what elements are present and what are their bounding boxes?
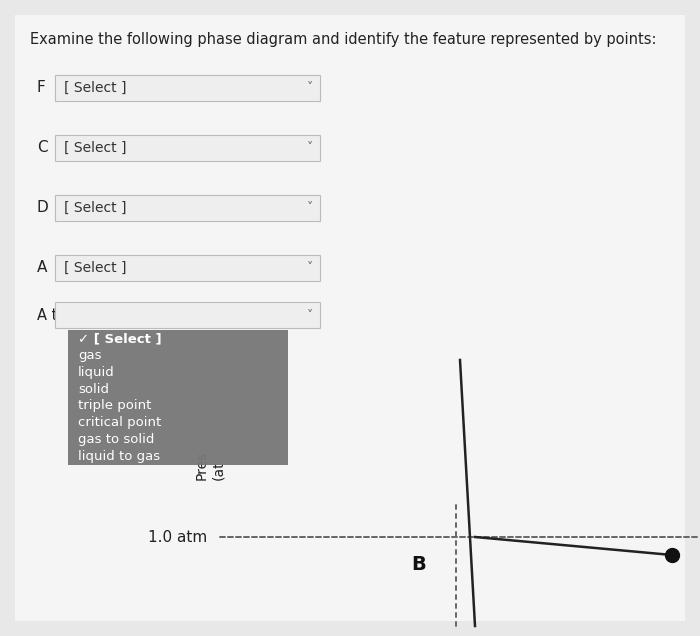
- FancyBboxPatch shape: [68, 330, 288, 465]
- FancyBboxPatch shape: [15, 15, 685, 621]
- Text: ˅: ˅: [307, 261, 313, 275]
- Text: C: C: [37, 141, 48, 155]
- Text: A: A: [37, 261, 48, 275]
- Text: [ Select ]: [ Select ]: [64, 201, 127, 215]
- Text: ˅: ˅: [307, 81, 313, 95]
- Text: [ Select ]: [ Select ]: [64, 261, 127, 275]
- FancyBboxPatch shape: [55, 75, 320, 101]
- FancyBboxPatch shape: [55, 255, 320, 281]
- Text: A to B: A to B: [37, 307, 80, 322]
- Text: (at: (at: [211, 460, 225, 480]
- Text: [ Select ]: [ Select ]: [64, 141, 127, 155]
- Text: liquid to gas: liquid to gas: [78, 450, 160, 463]
- Text: D: D: [37, 200, 49, 216]
- Text: F: F: [37, 81, 46, 95]
- Text: gas to solid: gas to solid: [78, 433, 155, 446]
- Text: 1.0 atm: 1.0 atm: [148, 530, 207, 544]
- Text: ✓ [ Select ]: ✓ [ Select ]: [78, 332, 162, 345]
- Text: liquid: liquid: [78, 366, 115, 378]
- FancyBboxPatch shape: [55, 195, 320, 221]
- FancyBboxPatch shape: [55, 302, 320, 328]
- Text: [ Select ]: [ Select ]: [64, 81, 127, 95]
- Text: solid: solid: [78, 383, 109, 396]
- Text: Examine the following phase diagram and identify the feature represented by poin: Examine the following phase diagram and …: [30, 32, 657, 47]
- Text: ˅: ˅: [307, 202, 313, 214]
- Text: ˅: ˅: [307, 308, 313, 322]
- FancyBboxPatch shape: [55, 135, 320, 161]
- Text: Pres: Pres: [195, 451, 209, 480]
- Text: triple point: triple point: [78, 399, 151, 412]
- Text: ˅: ˅: [307, 141, 313, 155]
- Text: gas: gas: [78, 349, 102, 362]
- Text: critical point: critical point: [78, 417, 161, 429]
- Text: B: B: [411, 555, 426, 574]
